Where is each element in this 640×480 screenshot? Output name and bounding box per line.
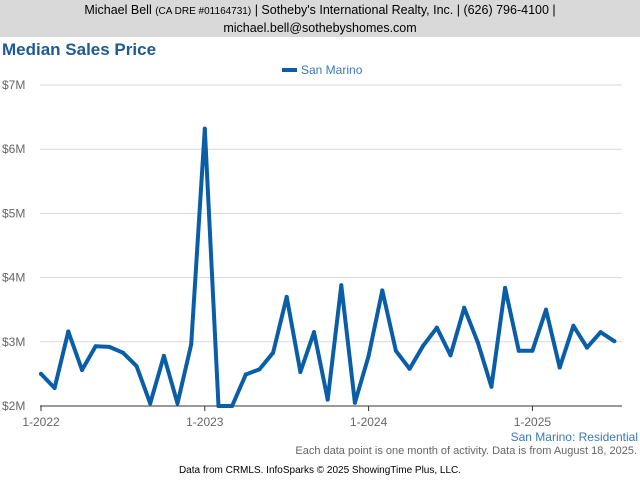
legend-label[interactable]: San Marino	[301, 63, 363, 77]
y-tick-label: $2M	[2, 399, 25, 413]
data-point[interactable]	[39, 371, 43, 376]
x-tick-label: 1-2025	[514, 415, 552, 429]
series-group	[39, 126, 617, 408]
data-point[interactable]	[544, 307, 549, 312]
data-point[interactable]	[189, 342, 194, 347]
data-point[interactable]	[612, 339, 617, 344]
data-point[interactable]	[366, 353, 371, 358]
agent-email[interactable]: michael.bell@sothebyshomes.com	[223, 21, 417, 35]
x-tick-label: 1-2024	[350, 415, 388, 429]
data-point[interactable]	[161, 353, 166, 358]
data-point[interactable]	[393, 348, 398, 353]
data-point[interactable]	[516, 348, 521, 353]
data-point[interactable]	[230, 404, 235, 408]
agent-header: Michael Bell (CA DRE #01164731) | Sotheb…	[0, 0, 640, 37]
grid-lines	[40, 84, 622, 343]
page-title: Median Sales Price	[2, 40, 157, 59]
data-point[interactable]	[462, 305, 467, 310]
data-point[interactable]	[79, 368, 84, 373]
legend[interactable]: San Marino	[282, 63, 363, 77]
data-point[interactable]	[571, 323, 576, 328]
data-point[interactable]	[475, 340, 480, 345]
header-line-1: Michael Bell (CA DRE #01164731) | Sotheb…	[0, 2, 640, 20]
data-point[interactable]	[271, 350, 276, 355]
series-line-san-marino[interactable]	[39, 126, 617, 408]
data-point[interactable]	[352, 400, 357, 405]
data-point[interactable]	[325, 397, 330, 402]
data-point[interactable]	[93, 344, 98, 349]
data-point[interactable]	[175, 401, 180, 406]
agent-details: | Sotheby's International Realty, Inc. |…	[254, 3, 556, 17]
data-point[interactable]	[407, 366, 412, 371]
data-point[interactable]	[339, 283, 344, 288]
y-tick-label: $3M	[2, 335, 25, 349]
data-point[interactable]	[52, 386, 57, 391]
data-point[interactable]	[434, 325, 439, 330]
data-point[interactable]	[66, 329, 71, 334]
y-tick-label: $4M	[2, 271, 25, 285]
x-tick-label: 1-2023	[186, 415, 224, 429]
data-credits: Data from CRMLS. InfoSparks © 2025 Showi…	[178, 465, 462, 476]
x-tick-label: 1-2022	[22, 415, 60, 429]
y-tick-label: $5M	[2, 206, 25, 220]
data-point[interactable]	[120, 350, 125, 355]
data-point[interactable]	[489, 384, 494, 389]
data-point[interactable]	[257, 367, 262, 372]
data-point[interactable]	[216, 404, 221, 408]
axes: $2M $3M $4M $5M $6M $7M 1-2022 1-2023 1-2024 1-20…	[2, 78, 622, 429]
data-point[interactable]	[598, 330, 603, 335]
data-point[interactable]	[448, 353, 453, 358]
data-point[interactable]	[530, 348, 535, 353]
data-point[interactable]	[107, 344, 112, 349]
data-point[interactable]	[202, 126, 207, 131]
data-point[interactable]	[312, 330, 316, 335]
data-point[interactable]	[585, 345, 589, 350]
agent-license: (CA DRE #01164731)	[155, 6, 252, 17]
data-point[interactable]	[134, 364, 139, 369]
data-point[interactable]	[298, 369, 303, 374]
data-point[interactable]	[557, 365, 562, 370]
agent-name: Michael Bell	[84, 3, 152, 17]
y-tick-label: $7M	[2, 78, 25, 92]
region-label: San Marino: Residential	[511, 430, 638, 444]
y-tick-label: $6M	[2, 142, 25, 156]
data-point[interactable]	[243, 372, 248, 377]
footnote: Each data point is one month of activity…	[295, 445, 637, 457]
data-point[interactable]	[421, 343, 426, 348]
data-point[interactable]	[148, 401, 153, 406]
data-point[interactable]	[503, 285, 508, 290]
data-point[interactable]	[284, 294, 289, 299]
data-point[interactable]	[380, 288, 385, 293]
